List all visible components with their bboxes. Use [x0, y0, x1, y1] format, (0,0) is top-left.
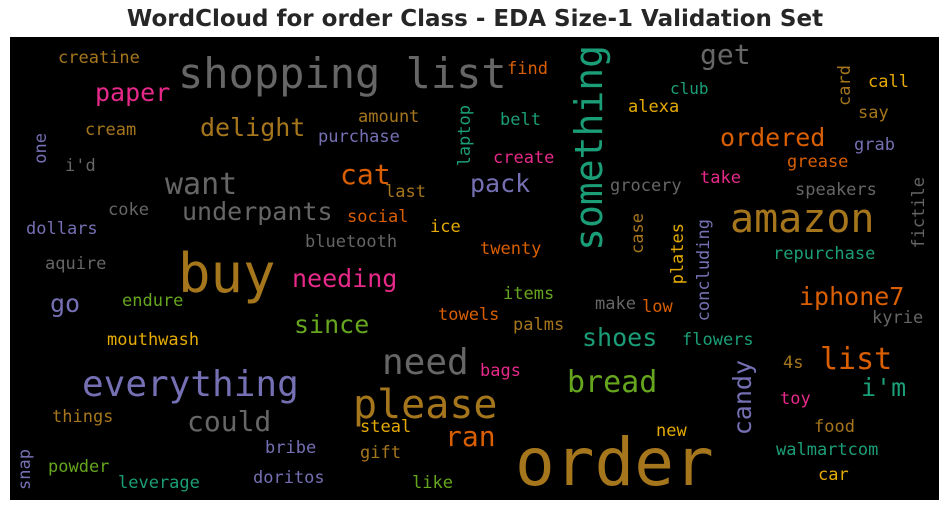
cloud-word: kyrie — [872, 308, 924, 328]
cloud-word: could — [187, 405, 272, 438]
cloud-word: low — [642, 297, 673, 317]
cloud-word: buy — [178, 242, 276, 305]
cloud-word: cat — [340, 158, 391, 191]
cloud-word: i'd — [65, 156, 96, 176]
cloud-word: creatine — [58, 48, 140, 68]
cloud-word: palms — [513, 315, 565, 335]
cloud-word: card — [835, 65, 855, 106]
cloud-word: last — [385, 182, 426, 202]
cloud-word: one — [31, 133, 51, 164]
cloud-word: get — [700, 38, 751, 71]
cloud-word: amount — [358, 107, 420, 127]
cloud-word: everything — [82, 364, 299, 405]
cloud-word: something — [567, 45, 611, 251]
cloud-word: want — [165, 167, 238, 202]
cloud-word: delight — [200, 113, 306, 142]
cloud-word: call — [868, 72, 909, 92]
cloud-word: amazon — [730, 196, 875, 242]
cloud-word: snap — [15, 449, 35, 490]
cloud-word: ice — [430, 217, 461, 237]
cloud-word: pack — [470, 169, 531, 198]
cloud-word: grease — [787, 152, 849, 172]
cloud-word: since — [294, 310, 370, 339]
cloud-word: club — [670, 79, 709, 98]
cloud-word: aquire — [45, 254, 107, 274]
cloud-word: laptop — [455, 105, 475, 167]
cloud-word: ordered — [720, 123, 826, 152]
cloud-word: candy — [728, 360, 757, 436]
cloud-word: grocery — [610, 176, 682, 196]
cloud-word: paper — [95, 78, 171, 107]
cloud-word: dollars — [26, 219, 98, 239]
cloud-word: plates — [668, 223, 688, 285]
cloud-word: belt — [500, 110, 541, 130]
cloud-word: toy — [780, 389, 811, 409]
cloud-word: case — [628, 213, 648, 254]
cloud-word: doritos — [253, 468, 325, 488]
cloud-word: steal — [360, 417, 412, 437]
cloud-word: social — [347, 207, 409, 227]
cloud-word: 4s — [783, 353, 804, 373]
cloud-word: concluding — [694, 219, 714, 322]
cloud-word: gift — [360, 443, 401, 463]
cloud-word: list — [820, 342, 893, 377]
cloud-word: i'm — [861, 373, 907, 402]
cloud-word: order — [515, 424, 714, 500]
cloud-word: coke — [108, 200, 149, 220]
cloud-word: make — [595, 294, 636, 314]
cloud-word: need — [382, 342, 469, 383]
cloud-word: speakers — [795, 180, 877, 200]
cloud-word: needing — [292, 264, 398, 293]
cloud-word: bags — [480, 361, 521, 381]
cloud-word: towels — [438, 305, 500, 325]
cloud-word: alexa — [628, 97, 680, 117]
cloud-word: leverage — [118, 473, 200, 493]
cloud-word: grab — [854, 135, 895, 155]
cloud-word: shoes — [582, 323, 658, 352]
cloud-word: items — [503, 284, 555, 304]
cloud-word: say — [858, 103, 889, 123]
cloud-word: walmartcom — [776, 440, 879, 460]
cloud-word: food — [814, 417, 855, 437]
word-cloud-canvas: shopping list something get creatine find car… — [10, 37, 939, 500]
cloud-word: shopping list — [178, 49, 507, 98]
cloud-word: flowers — [682, 330, 754, 350]
cloud-word: bread — [567, 365, 658, 400]
cloud-word: find — [507, 59, 548, 79]
cloud-word: go — [50, 289, 81, 318]
cloud-word: twenty — [480, 239, 542, 259]
cloud-word: cream — [85, 120, 137, 140]
cloud-word: purchase — [318, 127, 400, 147]
cloud-word: things — [52, 407, 114, 427]
chart-title: WordCloud for order Class - EDA Size-1 V… — [126, 6, 824, 32]
cloud-word: underpants — [182, 197, 333, 226]
cloud-word: iphone7 — [799, 282, 905, 311]
cloud-word: endure — [122, 291, 184, 311]
cloud-word: powder — [48, 457, 110, 477]
cloud-word: create — [493, 148, 555, 168]
cloud-word: take — [700, 168, 741, 188]
cloud-word: like — [412, 473, 453, 493]
cloud-word: ran — [445, 420, 496, 453]
cloud-word: repurchase — [773, 244, 876, 264]
cloud-word: please — [353, 382, 498, 428]
cloud-word: car — [818, 465, 849, 485]
cloud-word: fictile — [909, 177, 929, 249]
cloud-word: new — [656, 421, 687, 441]
cloud-word: mouthwash — [107, 330, 200, 350]
cloud-word: bribe — [265, 438, 317, 458]
cloud-word: bluetooth — [305, 232, 398, 252]
